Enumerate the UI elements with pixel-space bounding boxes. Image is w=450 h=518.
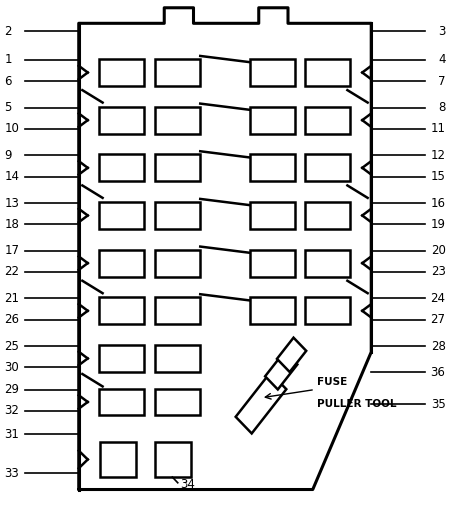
Bar xyxy=(155,388,200,415)
Text: 13: 13 xyxy=(4,196,19,210)
Text: 34: 34 xyxy=(180,478,195,491)
Bar xyxy=(250,250,295,277)
Text: 16: 16 xyxy=(431,196,446,210)
Text: 28: 28 xyxy=(431,339,446,353)
Bar xyxy=(99,297,144,324)
Bar xyxy=(250,202,295,229)
Bar xyxy=(265,351,297,390)
Bar xyxy=(250,154,295,181)
Text: 27: 27 xyxy=(431,313,446,326)
Bar xyxy=(99,59,144,86)
Text: PULLER TOOL: PULLER TOOL xyxy=(317,399,397,409)
Bar xyxy=(305,59,350,86)
Bar xyxy=(155,59,200,86)
Text: 29: 29 xyxy=(4,383,19,396)
Bar xyxy=(155,442,191,477)
Text: 8: 8 xyxy=(438,101,446,114)
Bar xyxy=(250,297,295,324)
Text: 15: 15 xyxy=(431,170,446,183)
Bar xyxy=(305,107,350,134)
Text: 35: 35 xyxy=(431,397,446,411)
Bar xyxy=(155,345,200,372)
Bar xyxy=(100,442,136,477)
Text: 3: 3 xyxy=(438,24,446,38)
Bar xyxy=(250,59,295,86)
Bar xyxy=(277,338,306,372)
Bar xyxy=(99,202,144,229)
Text: 6: 6 xyxy=(4,75,12,88)
Text: 20: 20 xyxy=(431,244,446,257)
Text: 2: 2 xyxy=(4,24,12,38)
Text: 22: 22 xyxy=(4,265,19,279)
Text: 5: 5 xyxy=(4,101,12,114)
Text: 32: 32 xyxy=(4,404,19,418)
Text: 9: 9 xyxy=(4,149,12,162)
Text: 23: 23 xyxy=(431,265,446,279)
Text: 26: 26 xyxy=(4,313,19,326)
Text: 17: 17 xyxy=(4,244,19,257)
Text: 12: 12 xyxy=(431,149,446,162)
Bar xyxy=(236,372,286,434)
Bar xyxy=(99,250,144,277)
Text: 10: 10 xyxy=(4,122,19,136)
Text: 21: 21 xyxy=(4,292,19,305)
Bar xyxy=(305,250,350,277)
Text: 24: 24 xyxy=(431,292,446,305)
Text: 25: 25 xyxy=(4,339,19,353)
Bar xyxy=(305,154,350,181)
Text: 14: 14 xyxy=(4,170,19,183)
Bar xyxy=(250,107,295,134)
Text: 4: 4 xyxy=(438,53,446,66)
Bar xyxy=(155,107,200,134)
Bar xyxy=(155,202,200,229)
Bar xyxy=(155,154,200,181)
Text: 7: 7 xyxy=(438,75,446,88)
Bar xyxy=(99,345,144,372)
Text: 30: 30 xyxy=(4,361,19,374)
Bar xyxy=(305,202,350,229)
Text: 33: 33 xyxy=(4,467,19,480)
Text: 18: 18 xyxy=(4,218,19,231)
Bar xyxy=(155,297,200,324)
Text: FUSE: FUSE xyxy=(317,378,347,387)
Text: 1: 1 xyxy=(4,53,12,66)
Text: 31: 31 xyxy=(4,427,19,441)
Bar xyxy=(99,107,144,134)
Bar xyxy=(305,297,350,324)
Bar xyxy=(155,250,200,277)
Bar xyxy=(99,388,144,415)
Text: 19: 19 xyxy=(431,218,446,231)
Bar xyxy=(99,154,144,181)
Text: 36: 36 xyxy=(431,366,446,379)
Text: 11: 11 xyxy=(431,122,446,136)
